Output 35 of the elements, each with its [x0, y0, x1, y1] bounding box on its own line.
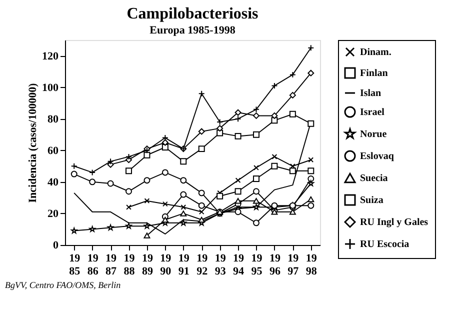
- legend-label: Suecia: [360, 173, 388, 184]
- y-tick-label: 100: [42, 82, 59, 94]
- x-tick-label: 1998: [306, 252, 318, 278]
- x-tick-label: 1985: [69, 252, 81, 278]
- y-tick-label: 0: [53, 240, 59, 252]
- x-tick-label: 1987: [106, 252, 118, 278]
- x-tick-label: 1991: [178, 252, 190, 278]
- legend-label: Norue: [360, 129, 388, 140]
- chart-title: Campilobacteriosis: [126, 6, 258, 22]
- x-tick-label: 1996: [269, 252, 281, 278]
- legend-label: RU Escocia: [360, 239, 410, 250]
- x-tick-label: 1997: [288, 252, 300, 278]
- legend-label: Eslovaq: [360, 151, 394, 162]
- x-tick-label: 1994: [233, 252, 245, 278]
- legend-label: Israel: [360, 107, 385, 118]
- legend-label: Islan: [360, 88, 382, 99]
- x-tick-label: 1986: [87, 252, 99, 278]
- y-tick-label: 40: [48, 176, 59, 188]
- y-tick-label: 60: [48, 144, 59, 157]
- x-tick-label: 1992: [196, 252, 208, 278]
- x-tick-label: 1988: [124, 252, 136, 278]
- legend-label: Suiza: [360, 195, 384, 206]
- legend-label: RU Ingl y Gales: [360, 217, 428, 228]
- legend-label: Dinam.: [360, 47, 392, 58]
- text: BgVV, Centro FAO/OMS, Berlin: [5, 280, 122, 290]
- x-tick-label: 1989: [142, 252, 154, 278]
- chart-subtitle: Europa 1985-1998: [150, 24, 236, 36]
- x-tick-label: 1993: [214, 252, 226, 278]
- x-tick-label: 1995: [251, 252, 263, 278]
- legend-label: Finlan: [360, 68, 388, 79]
- y-tick-label: 20: [48, 208, 59, 220]
- y-tick-label: 80: [48, 113, 59, 126]
- y-axis-title: Incidencia (casos/100000): [27, 82, 39, 203]
- y-tick-label: 120: [42, 50, 59, 62]
- x-tick-label: 1990: [160, 252, 172, 278]
